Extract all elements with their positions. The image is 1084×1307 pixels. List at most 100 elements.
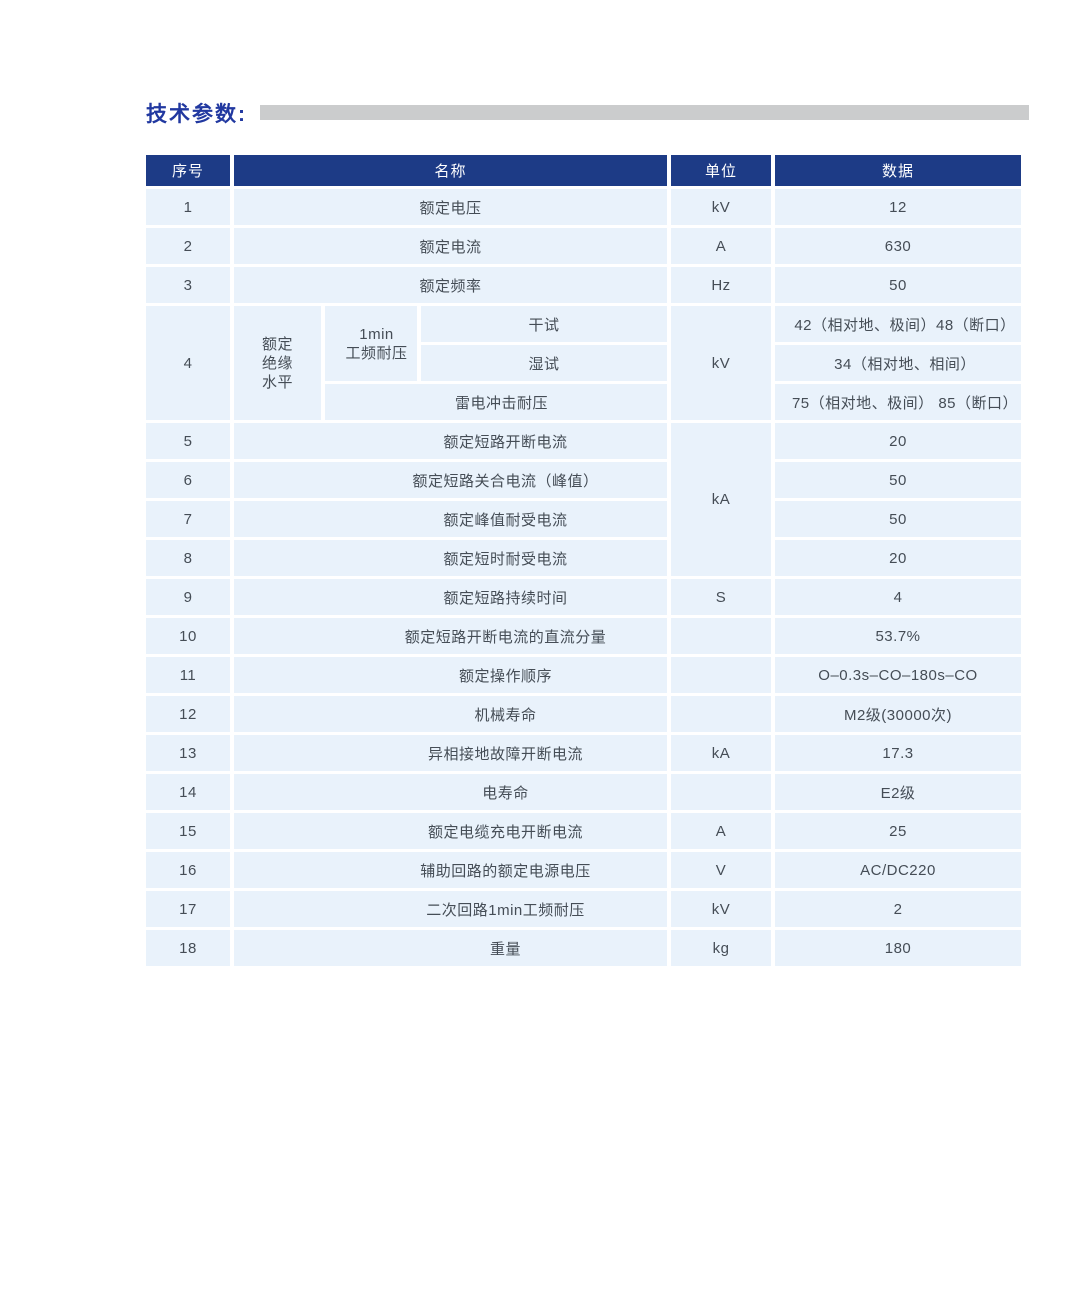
header-name: 名称 <box>234 155 667 186</box>
table-row: 13 异相接地故障开断电流 kA 17.3 <box>146 735 1021 771</box>
row-name: 机械寿命 <box>234 696 667 732</box>
table-row: 15 额定电缆充电开断电流 A 25 <box>146 813 1021 849</box>
table-row-4-wet: 湿试 34（相对地、相间） <box>146 345 1021 381</box>
row-name: 额定短路开断电流 <box>234 423 667 459</box>
row4-power-frequency-label: 1min 工频耐压 <box>325 306 417 381</box>
row-no: 5 <box>146 423 230 459</box>
row-data: 4 <box>775 579 1021 615</box>
row4-lightning-impulse-label: 雷电冲击耐压 <box>325 384 667 420</box>
table-row: 10 额定短路开断电流的直流分量 53.7% <box>146 618 1021 654</box>
row-unit: Hz <box>671 267 771 303</box>
row-no: 13 <box>146 735 230 771</box>
row-name: 重量 <box>234 930 667 966</box>
row-name: 异相接地故障开断电流 <box>234 735 667 771</box>
row-unit: kV <box>671 189 771 225</box>
table-row: 8 额定短时耐受电流 20 <box>146 540 1021 576</box>
row-no: 11 <box>146 657 230 693</box>
table-row: 17 二次回路1min工频耐压 kV 2 <box>146 891 1021 927</box>
page: 技术参数: 序号 名称 单位 数据 1 额定电压 kV 12 2 <box>142 100 1029 969</box>
row-no: 18 <box>146 930 230 966</box>
table-row: 11 额定操作顺序 O–0.3s–CO–180s–CO <box>146 657 1021 693</box>
row-no: 17 <box>146 891 230 927</box>
row-unit-merged: kA <box>671 423 771 576</box>
row-data: 50 <box>775 267 1021 303</box>
row-name: 额定电流 <box>234 228 667 264</box>
row-no: 12 <box>146 696 230 732</box>
row-no: 1 <box>146 189 230 225</box>
specs-table: 序号 名称 单位 数据 1 额定电压 kV 12 2 额定电流 A 630 3 <box>142 152 1025 969</box>
label-line: 工频耐压 <box>345 344 408 362</box>
row-data: 50 <box>775 462 1021 498</box>
page-title: 技术参数: <box>146 102 247 126</box>
section-title-row: 技术参数: <box>146 100 1029 126</box>
table-row: 3 额定频率 Hz 50 <box>146 267 1021 303</box>
row-name: 额定短路关合电流（峰值） <box>234 462 667 498</box>
label-line: 水平 <box>261 373 293 391</box>
row4-wet-test-data: 34（相对地、相间） <box>775 345 1021 381</box>
table-row: 7 额定峰值耐受电流 50 <box>146 501 1021 537</box>
row-name: 辅助回路的额定电源电压 <box>234 852 667 888</box>
row-name: 额定短路开断电流的直流分量 <box>234 618 667 654</box>
row-data: 25 <box>775 813 1021 849</box>
row-unit: kg <box>671 930 771 966</box>
row-unit <box>671 618 771 654</box>
row-data: 17.3 <box>775 735 1021 771</box>
table-row: 16 辅助回路的额定电源电压 V AC/DC220 <box>146 852 1021 888</box>
row-data: 20 <box>775 540 1021 576</box>
row-data: 53.7% <box>775 618 1021 654</box>
header-data: 数据 <box>775 155 1021 186</box>
row-name: 电寿命 <box>234 774 667 810</box>
row-unit <box>671 657 771 693</box>
row-unit: A <box>671 813 771 849</box>
row-no: 4 <box>146 306 230 420</box>
table-row: 18 重量 kg 180 <box>146 930 1021 966</box>
label-line: 1min <box>359 325 394 343</box>
title-decorative-bar <box>260 105 1029 120</box>
row-unit <box>671 774 771 810</box>
table-row: 6 额定短路关合电流（峰值） 50 <box>146 462 1021 498</box>
row-unit: kV <box>671 891 771 927</box>
row-data: 630 <box>775 228 1021 264</box>
row-data: E2级 <box>775 774 1021 810</box>
table-header-row: 序号 名称 单位 数据 <box>146 155 1021 186</box>
table-row-4-lightning: 雷电冲击耐压 75（相对地、极间） 85（断口） <box>146 384 1021 420</box>
row-name: 额定短路持续时间 <box>234 579 667 615</box>
row-data: M2级(30000次) <box>775 696 1021 732</box>
label-line: 绝缘 <box>261 354 293 372</box>
row-name: 额定操作顺序 <box>234 657 667 693</box>
row-name: 二次回路1min工频耐压 <box>234 891 667 927</box>
row-no: 14 <box>146 774 230 810</box>
row-name: 额定短时耐受电流 <box>234 540 667 576</box>
row-data: 50 <box>775 501 1021 537</box>
row-data: 2 <box>775 891 1021 927</box>
row-data: AC/DC220 <box>775 852 1021 888</box>
row-no: 9 <box>146 579 230 615</box>
row-name: 额定峰值耐受电流 <box>234 501 667 537</box>
row-unit: kV <box>671 306 771 420</box>
row-data: 180 <box>775 930 1021 966</box>
table-row: 2 额定电流 A 630 <box>146 228 1021 264</box>
row-no: 7 <box>146 501 230 537</box>
row-name: 额定电压 <box>234 189 667 225</box>
row-unit: A <box>671 228 771 264</box>
table-row-4-dry: 4 额定 绝缘 水平 1min 工频耐压 干试 kV 42（相对地、极间）48（… <box>146 306 1021 420</box>
row4-dry-test-label: 干试 <box>421 306 667 342</box>
row4-insulation-level-label: 额定 绝缘 水平 <box>234 306 321 420</box>
row-unit: kA <box>671 735 771 771</box>
table-row: 12 机械寿命 M2级(30000次) <box>146 696 1021 732</box>
table-row: 9 额定短路持续时间 S 4 <box>146 579 1021 615</box>
table-row: 5 额定短路开断电流 kA 20 <box>146 423 1021 576</box>
header-no: 序号 <box>146 155 230 186</box>
row-unit: V <box>671 852 771 888</box>
row-no: 16 <box>146 852 230 888</box>
table-row: 14 电寿命 E2级 <box>146 774 1021 810</box>
row-no: 15 <box>146 813 230 849</box>
row-no: 8 <box>146 540 230 576</box>
row-data: 20 <box>775 423 1021 459</box>
table-row: 1 额定电压 kV 12 <box>146 189 1021 225</box>
row-no: 2 <box>146 228 230 264</box>
row-no: 10 <box>146 618 230 654</box>
row-data: O–0.3s–CO–180s–CO <box>775 657 1021 693</box>
row-unit <box>671 696 771 732</box>
label-line: 额定 <box>261 335 293 353</box>
